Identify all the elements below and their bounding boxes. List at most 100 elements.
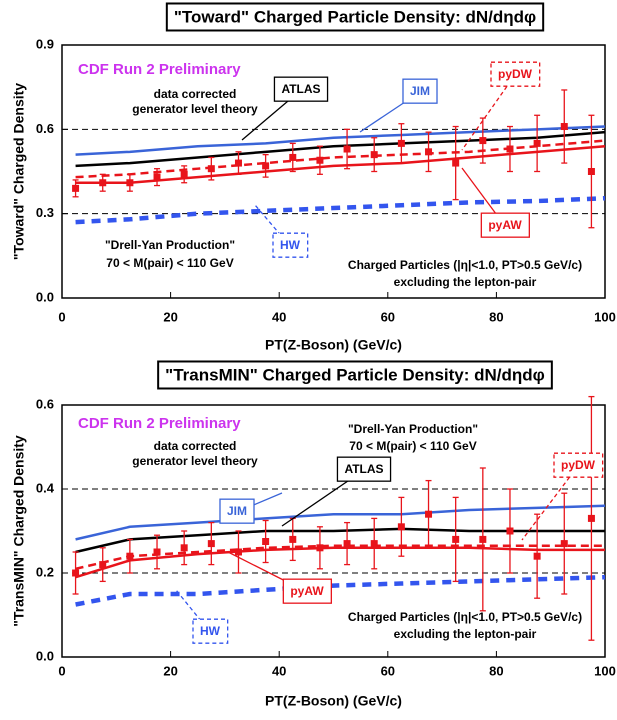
- callout-line: [461, 74, 516, 151]
- data-point: [126, 179, 134, 187]
- label-box: [490, 61, 541, 87]
- data-point: [99, 179, 107, 187]
- data-point: [72, 569, 80, 577]
- data-point: [370, 540, 378, 548]
- title-box: [165, 2, 545, 32]
- data-point: [397, 139, 405, 147]
- x-tick-label: 0: [58, 663, 65, 678]
- data-point: [234, 159, 242, 167]
- chart-title: "TransMIN" Charged Particle Density: dN/…: [165, 365, 545, 384]
- annotation: data corrected: [154, 439, 237, 453]
- annotation: CDF Run 2 Preliminary: [78, 61, 241, 78]
- y-tick-label: 0.3: [36, 205, 54, 220]
- data-point: [126, 552, 134, 560]
- x-tick-label: 80: [489, 663, 503, 678]
- data-point: [560, 123, 568, 131]
- data-point: [180, 544, 188, 552]
- annotation: Charged Particles (|η|<1.0, PT>0.5 GeV/c…: [348, 258, 582, 272]
- annotation: generator level theory: [132, 102, 258, 116]
- x-tick-label: 0: [58, 309, 65, 324]
- x-tick-label: 60: [381, 663, 395, 678]
- series-line: [75, 125, 606, 156]
- data-point: [425, 510, 433, 518]
- chart-panel: "Toward" Charged Particle Density: dN/dη…: [11, 2, 616, 353]
- label-box: [336, 456, 392, 482]
- chart-panel: "TransMIN" Charged Particle Density: dN/…: [11, 360, 616, 709]
- data-point: [316, 544, 324, 552]
- data-point: [560, 540, 568, 548]
- annotation: generator level theory: [132, 454, 258, 468]
- data-point: [289, 153, 297, 161]
- data-point: [479, 535, 487, 543]
- data-point: [153, 173, 161, 181]
- label-box: [282, 578, 332, 604]
- x-tick-label: 80: [489, 309, 503, 324]
- series-line: [75, 504, 606, 541]
- y-tick-label: 0.0: [36, 289, 54, 304]
- x-tick-label: 40: [272, 663, 286, 678]
- annotation: "Drell-Yan Production": [105, 238, 235, 252]
- y-tick-label: 0.6: [36, 396, 54, 411]
- series-label: pyDW: [561, 458, 596, 472]
- y-tick-label: 0.2: [36, 564, 54, 579]
- data-point: [99, 561, 107, 569]
- data-point: [207, 165, 215, 173]
- y-tick-label: 0.9: [36, 36, 54, 51]
- x-tick-label: 60: [381, 309, 395, 324]
- x-tick-label: 20: [163, 663, 177, 678]
- data-point: [207, 540, 215, 548]
- annotation: "Drell-Yan Production": [348, 422, 478, 436]
- title-box: [157, 360, 553, 390]
- data-point: [452, 159, 460, 167]
- annotation: 70 < M(pair) < 110 GeV: [349, 439, 476, 453]
- x-axis-label: PT(Z-Boson) (GeV/c): [265, 693, 402, 709]
- annotation: excluding the lepton-pair: [394, 627, 537, 641]
- series-label: HW: [280, 238, 301, 252]
- chart-title: "Toward" Charged Particle Density: dN/dη…: [174, 7, 536, 26]
- data-point: [153, 548, 161, 556]
- series-label: ATLAS: [344, 462, 383, 476]
- plot-frame: [61, 44, 606, 299]
- data-point: [425, 148, 433, 156]
- series-line: [75, 574, 606, 607]
- series-label: JIM: [410, 84, 430, 98]
- y-tick-label: 0.6: [36, 121, 54, 136]
- data-point: [479, 137, 487, 145]
- x-tick-label: 100: [594, 663, 616, 678]
- series-label: HW: [200, 624, 221, 638]
- x-tick-label: 100: [594, 309, 616, 324]
- data-point: [316, 156, 324, 164]
- annotation: data corrected: [154, 87, 237, 101]
- data-point: [234, 548, 242, 556]
- annotation: Charged Particles (|η|<1.0, PT>0.5 GeV/c…: [348, 610, 582, 624]
- data-point: [289, 535, 297, 543]
- series-label: JIM: [227, 504, 247, 518]
- data-point: [506, 145, 514, 153]
- label-box: [273, 76, 329, 102]
- y-axis-label: "Toward" Charged Density: [11, 83, 27, 260]
- data-point: [72, 184, 80, 192]
- label-box: [402, 78, 438, 104]
- series-line: [75, 144, 606, 184]
- label-box: [192, 618, 229, 644]
- annotation: 70 < M(pair) < 110 GeV: [106, 256, 233, 270]
- data-point: [343, 145, 351, 153]
- data-point: [180, 170, 188, 178]
- series-line: [75, 544, 605, 571]
- label-box: [553, 452, 604, 478]
- annotation: CDF Run 2 Preliminary: [78, 415, 241, 432]
- data-point: [262, 162, 270, 170]
- series-line: [75, 195, 606, 225]
- data-point: [533, 552, 541, 560]
- series-label: pyDW: [498, 67, 533, 81]
- annotation: excluding the lepton-pair: [394, 275, 537, 289]
- x-axis-label: PT(Z-Boson) (GeV/c): [265, 337, 402, 353]
- series-label: pyAW: [290, 584, 324, 598]
- series-line: [75, 130, 606, 168]
- series-label: pyAW: [488, 218, 522, 232]
- series-line: [75, 527, 605, 554]
- y-tick-label: 0.0: [36, 648, 54, 663]
- series-label: ATLAS: [281, 82, 320, 96]
- label-box: [272, 232, 309, 258]
